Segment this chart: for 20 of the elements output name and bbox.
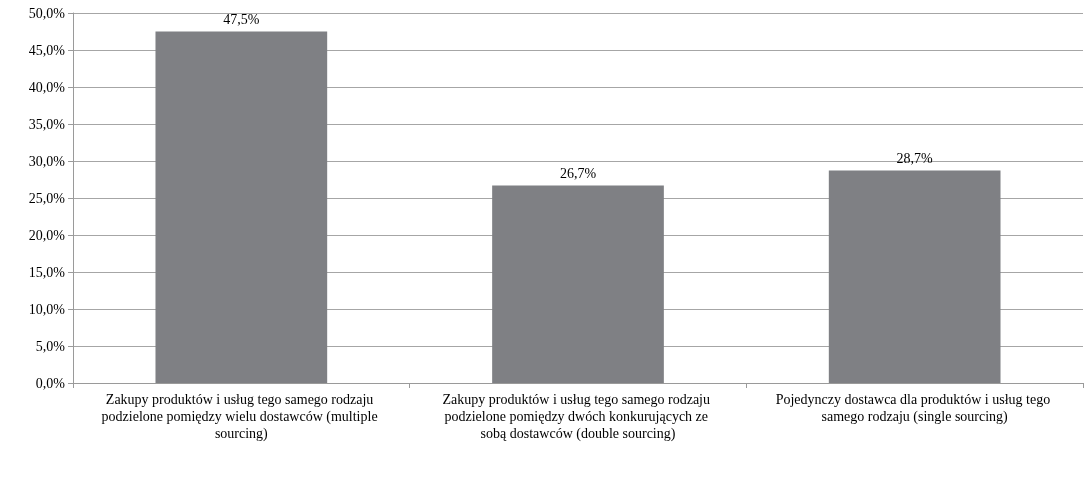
y-tick-label: 25,0% bbox=[28, 190, 66, 206]
x-tick-label: Zakupy produktów i usług tego samego rodzaju podzielone pomiędzy wielu dostawców (multiple sourcing) bbox=[101, 392, 382, 442]
bar bbox=[828, 170, 1001, 383]
x-tick-label: Zakupy produktów i usług tego samego rodzaju podzielone pomiędzy dwóch konkurujących ze sobą dostawców (double sourcing) bbox=[442, 392, 714, 442]
x-tick-label: Pojedynczy dostawca dla produktów i usług tego samego rodzaju (single sourcing) bbox=[775, 392, 1054, 425]
bar bbox=[492, 185, 664, 383]
y-tick-label: 0,0% bbox=[35, 375, 66, 391]
data-label: 28,7% bbox=[896, 151, 934, 167]
data-label: 26,7% bbox=[559, 165, 597, 181]
bar bbox=[155, 31, 328, 383]
y-tick-label: 40,0% bbox=[28, 79, 66, 95]
y-tick-label: 50,0% bbox=[28, 5, 66, 21]
y-tick-label: 5,0% bbox=[35, 338, 66, 354]
y-tick-label: 45,0% bbox=[28, 42, 66, 58]
data-label: 47,5% bbox=[223, 12, 260, 27]
y-tick-label: 30,0% bbox=[28, 153, 66, 169]
y-tick-label: 10,0% bbox=[28, 301, 66, 317]
y-tick-label: 35,0% bbox=[28, 116, 66, 132]
y-tick-label: 15,0% bbox=[28, 264, 66, 280]
y-tick-label: 20,0% bbox=[28, 227, 66, 243]
